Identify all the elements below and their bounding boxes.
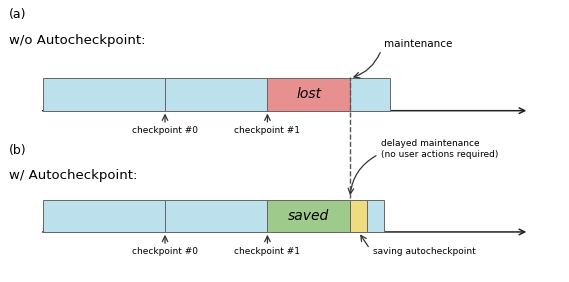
Text: checkpoint #1: checkpoint #1 — [234, 248, 300, 256]
Text: w/o Autocheckpoint:: w/o Autocheckpoint: — [9, 34, 145, 47]
Bar — [43, 200, 165, 232]
Text: saving autocheckpoint: saving autocheckpoint — [373, 248, 476, 256]
Bar — [267, 200, 350, 232]
Bar — [43, 78, 165, 111]
Text: lost: lost — [296, 87, 321, 102]
Text: (a): (a) — [9, 8, 26, 21]
Text: checkpoint #1: checkpoint #1 — [234, 126, 300, 135]
Text: checkpoint #0: checkpoint #0 — [132, 248, 198, 256]
Text: delayed maintenance
(no user actions required): delayed maintenance (no user actions req… — [381, 138, 498, 158]
Bar — [267, 78, 350, 111]
Bar — [165, 78, 267, 111]
Bar — [165, 200, 267, 232]
Text: w/ Autocheckpoint:: w/ Autocheckpoint: — [9, 169, 137, 182]
Bar — [367, 200, 384, 232]
Text: saved: saved — [288, 209, 329, 223]
Text: checkpoint #0: checkpoint #0 — [132, 126, 198, 135]
Text: maintenance: maintenance — [384, 39, 452, 49]
Bar — [350, 200, 367, 232]
Bar — [350, 78, 390, 111]
Text: (b): (b) — [9, 144, 26, 157]
